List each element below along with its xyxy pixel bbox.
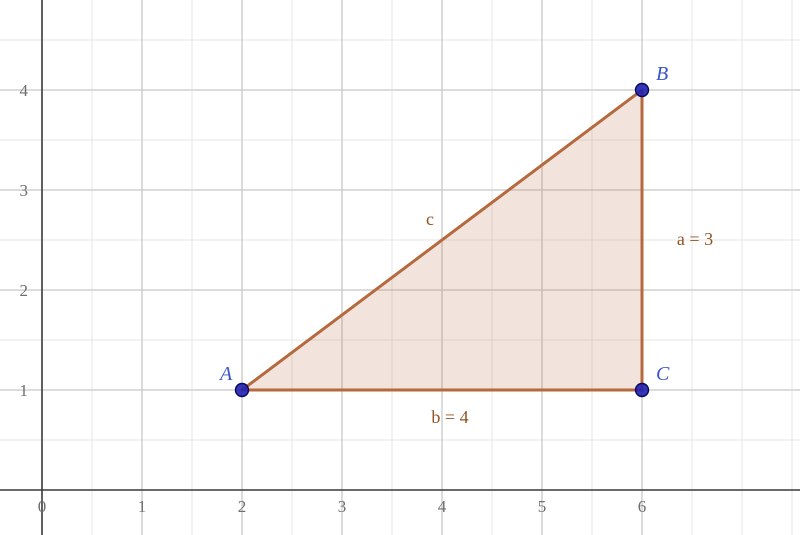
edge-label-c: c (426, 209, 434, 229)
vertex-label-c: C (656, 363, 670, 385)
vertex-point-b[interactable] (636, 84, 649, 97)
vertex-point-a[interactable] (236, 384, 249, 397)
x-tick-label: 6 (638, 497, 647, 516)
coordinate-plot: 0 1 2 3 4 5 6 1 2 3 4 c a = 3 b = 4 A B C (0, 0, 800, 535)
vertex-label-b: B (656, 63, 668, 85)
y-tick-label: 3 (20, 181, 29, 200)
vertex-point-c[interactable] (636, 384, 649, 397)
edge-label-b: b = 4 (431, 407, 468, 427)
x-tick-label: 2 (238, 497, 247, 516)
y-tick-label: 1 (20, 381, 29, 400)
x-tick-label: 0 (38, 497, 47, 516)
y-tick-label: 2 (20, 281, 29, 300)
vertex-label-a: A (218, 363, 233, 385)
plot-background (0, 0, 800, 535)
y-tick-label: 4 (20, 81, 29, 100)
x-tick-label: 1 (138, 497, 147, 516)
x-tick-label: 5 (538, 497, 547, 516)
x-tick-label: 4 (438, 497, 447, 516)
x-tick-label: 3 (338, 497, 347, 516)
edge-label-a: a = 3 (677, 229, 713, 249)
